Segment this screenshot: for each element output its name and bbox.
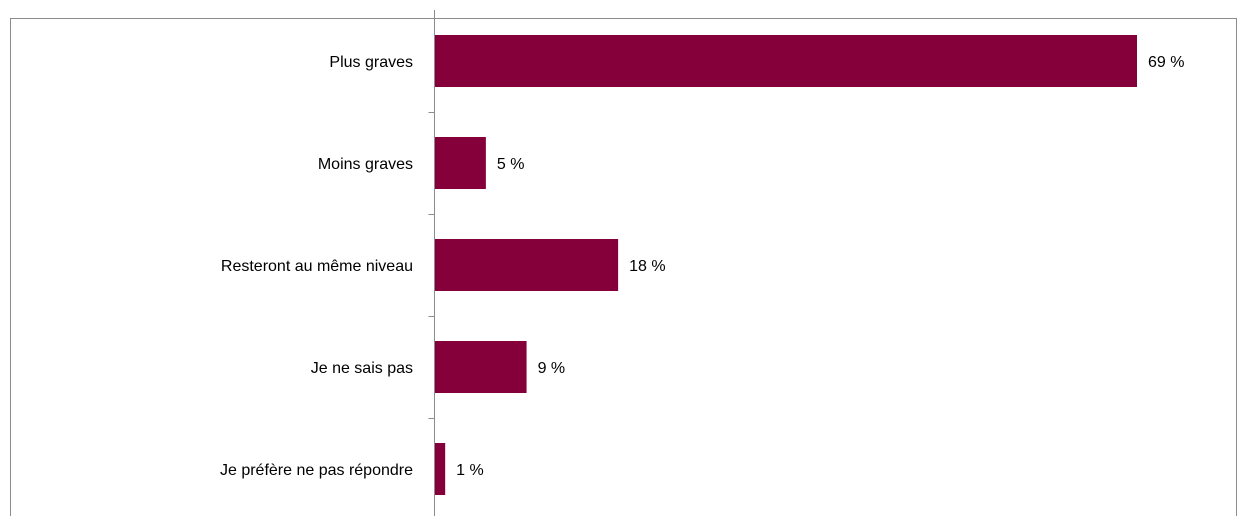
- category-label: Je préfère ne pas répondre: [220, 462, 413, 479]
- data-label: 69 %: [1148, 54, 1184, 71]
- bars-layer: Plus graves 69 % Moins graves 5 % Resteront …: [220, 10, 1184, 516]
- category-label: Moins graves: [318, 156, 413, 173]
- data-label: 5 %: [497, 156, 525, 173]
- category-label: Plus graves: [329, 54, 413, 71]
- bar: [435, 341, 527, 393]
- category-label: Je ne sais pas: [311, 360, 413, 377]
- bar: [435, 137, 486, 189]
- data-label: 1 %: [456, 462, 484, 479]
- bar: [435, 443, 446, 495]
- category-label: Resteront au même niveau: [221, 258, 413, 275]
- data-label: 9 %: [538, 360, 566, 377]
- bar: [435, 239, 619, 291]
- data-label: 18 %: [629, 258, 665, 275]
- bar: [435, 35, 1137, 87]
